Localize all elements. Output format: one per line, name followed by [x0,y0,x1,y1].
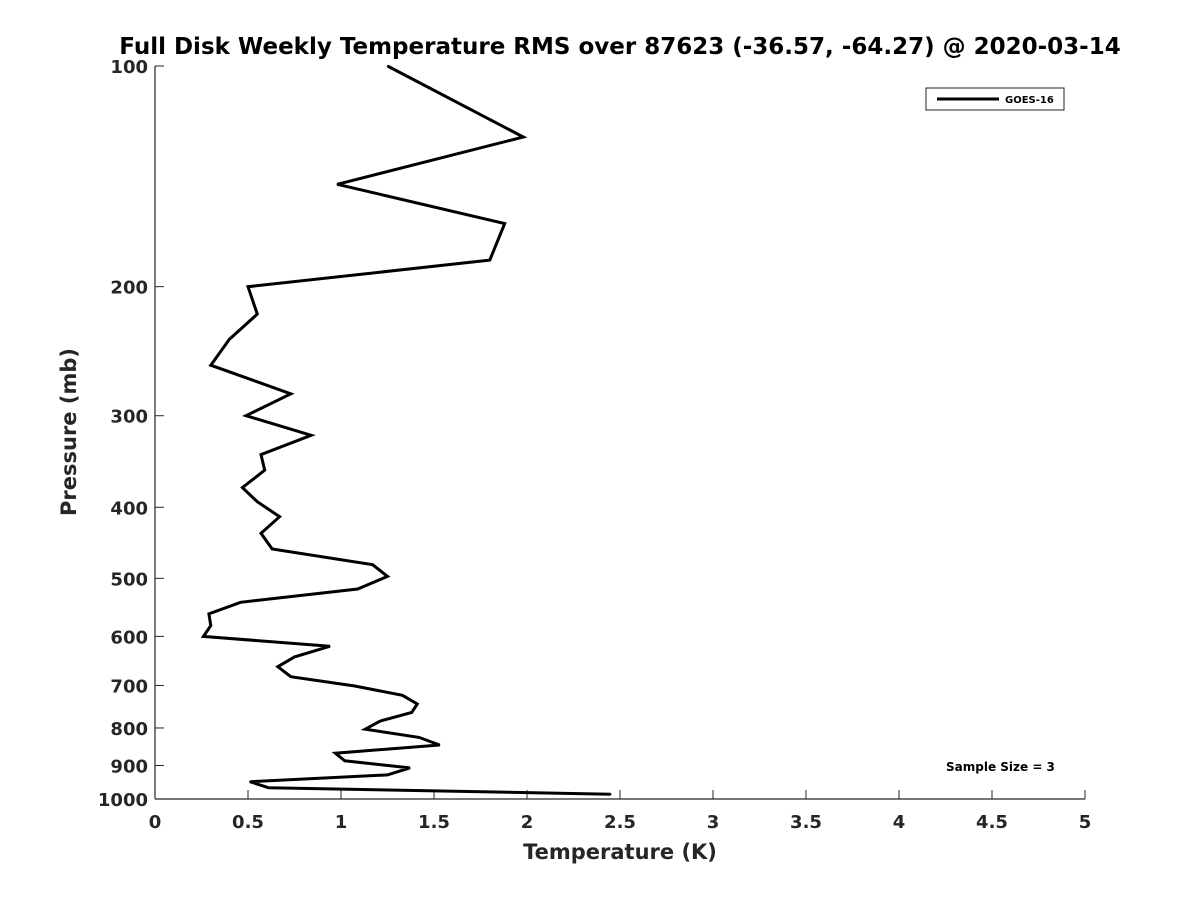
y-tick-label: 400 [110,498,148,519]
data-point [263,469,266,472]
data-point [343,760,346,762]
x-axis-ticks: 0 0.5 1 1.5 2 2.5 3 3.5 4 4.5 5 [149,790,1092,833]
data-point [290,393,292,395]
data-point [410,711,413,714]
data-point [202,635,205,638]
data-point [241,486,244,489]
data-point [336,183,339,186]
data-point [409,767,411,769]
y-tick-label: 800 [110,719,148,740]
y-tick-label: 200 [110,278,148,299]
data-point [353,685,355,687]
y-axis-label: Pressure (mb) [57,348,81,516]
series-layer [200,64,612,796]
data-point [260,453,262,456]
x-tick-label: 1.5 [418,812,450,833]
y-axis-ticks: 100 200 300 400 500 600 700 800 900 1000 [98,57,164,811]
data-point [329,645,331,648]
data-point [609,793,612,795]
data-point [278,515,281,518]
data-point [267,786,270,789]
data-point [418,736,420,739]
data-point [522,136,525,138]
data-point [256,500,259,503]
x-tick-label: 2.5 [604,812,636,833]
data-point [210,364,212,367]
data-point [386,575,389,578]
data-point [386,774,389,776]
legend: GOES-16 [925,87,1065,111]
data-point [260,532,262,535]
x-tick-label: 1 [335,812,348,833]
data-point [416,703,419,705]
data-point [438,744,441,746]
data-point [239,601,242,604]
y-tick-label: 900 [110,756,148,777]
x-tick-label: 4 [893,812,906,833]
data-point [256,313,259,315]
data-point [249,780,251,783]
data-point [247,285,249,288]
data-point [489,259,491,261]
data-point [379,720,381,722]
data-point [290,675,292,678]
data-point [371,563,374,566]
chart-title: Full Disk Weekly Temperature RMS over 87… [119,34,1121,60]
data-point [245,414,247,417]
data-point [310,434,313,437]
x-tick-label: 3 [707,812,720,833]
y-tick-label: 1000 [98,790,148,811]
x-tick-label: 0.5 [232,812,264,833]
y-tick-label: 600 [110,627,148,648]
data-point [334,752,337,754]
x-tick-label: 5 [1079,812,1092,833]
data-point [277,665,279,668]
legend-label-goes16: GOES-16 [1005,95,1054,106]
data-point [210,624,212,627]
y-tick-label: 500 [110,569,148,590]
y-tick-label: 300 [110,407,148,428]
y-tick-label: 700 [110,676,148,697]
x-tick-label: 2 [521,812,534,833]
data-point [271,548,274,550]
x-tick-label: 0 [149,812,162,833]
data-point [364,728,367,730]
data-point [356,588,359,590]
data-point [293,656,296,658]
data-point [401,694,404,697]
x-tick-label: 3.5 [790,812,822,833]
x-tick-label: 4.5 [976,812,1008,833]
x-axis-label: Temperature (K) [523,840,717,864]
sample-size-annotation: Sample Size = 3 [946,760,1055,774]
data-point [208,613,210,615]
data-point [503,222,506,225]
data-point [228,338,231,341]
data-point [386,65,389,67]
y-tick-label: 100 [110,57,148,78]
